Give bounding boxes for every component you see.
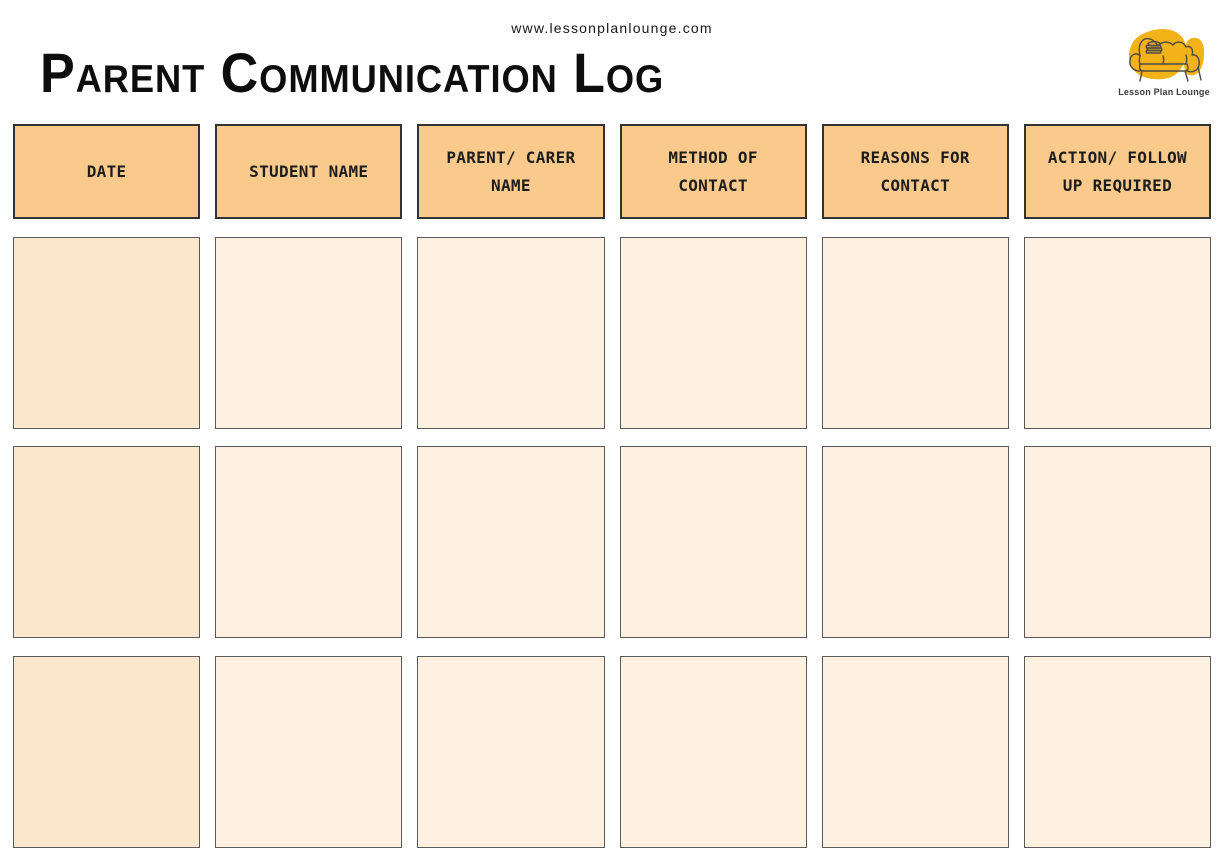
column-header-student-name: STUDENT NAME bbox=[215, 124, 403, 219]
log-cell-row3-col2[interactable] bbox=[215, 655, 403, 848]
communication-log-table: DATE STUDENT NAME PARENT/ CARER NAME MET… bbox=[13, 124, 1211, 848]
log-cell-row1-col3[interactable] bbox=[417, 236, 605, 429]
website-url: www.lessonplanlounge.com bbox=[511, 20, 713, 36]
column-header-reasons-for-contact: REASONS FOR CONTACT bbox=[821, 124, 1009, 219]
log-cell-row1-col6[interactable] bbox=[1023, 236, 1211, 429]
log-cell-row1-col4[interactable] bbox=[619, 236, 807, 429]
log-cell-row2-col2[interactable] bbox=[215, 446, 403, 638]
log-cell-row2-col1[interactable] bbox=[13, 446, 201, 638]
couch-with-books-icon bbox=[1116, 26, 1212, 86]
log-cell-row1-col2[interactable] bbox=[215, 236, 403, 429]
log-cell-row1-col5[interactable] bbox=[821, 236, 1009, 429]
log-cell-row2-col3[interactable] bbox=[417, 446, 605, 638]
column-header-action-follow-up: ACTION/ FOLLOW UP REQUIRED bbox=[1023, 124, 1211, 219]
column-header-parent-carer-name: PARENT/ CARER NAME bbox=[417, 124, 605, 219]
log-cell-row1-col1[interactable] bbox=[13, 236, 201, 429]
log-cell-row3-col4[interactable] bbox=[619, 655, 807, 848]
log-cell-row3-col3[interactable] bbox=[417, 655, 605, 848]
page-title: Parent Communication Log bbox=[40, 41, 665, 104]
log-cell-row3-col6[interactable] bbox=[1023, 655, 1211, 848]
log-cell-row2-col4[interactable] bbox=[619, 446, 807, 638]
column-header-method-of-contact: METHOD OF CONTACT bbox=[619, 124, 807, 219]
column-header-date: DATE bbox=[13, 124, 201, 219]
log-cell-row3-col1[interactable] bbox=[13, 655, 201, 848]
log-cell-row2-col5[interactable] bbox=[821, 446, 1009, 638]
log-cell-row2-col6[interactable] bbox=[1023, 446, 1211, 638]
brand-logo: Lesson Plan Lounge bbox=[1116, 26, 1212, 97]
log-cell-row3-col5[interactable] bbox=[821, 655, 1009, 848]
brand-name: Lesson Plan Lounge bbox=[1118, 87, 1210, 97]
